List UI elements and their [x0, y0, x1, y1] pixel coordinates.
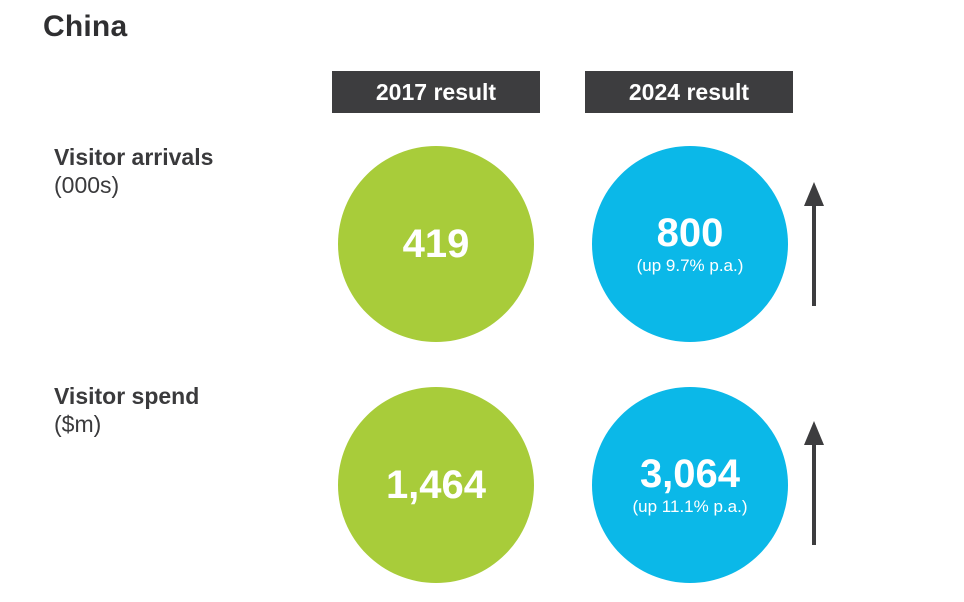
arrow-up-icon: [804, 421, 824, 545]
header-2017-result: 2017 result: [332, 71, 540, 113]
header-2024-result: 2024 result: [585, 71, 793, 113]
value-arrivals-2017: 419: [402, 222, 470, 266]
growth-spend-2024: (up 11.1% p.a.): [632, 497, 748, 516]
row-label-title: Visitor spend: [54, 383, 200, 409]
circle-arrivals-2024: 800 (up 9.7% p.a.): [592, 146, 788, 342]
row-label-unit: (000s): [54, 172, 120, 198]
circle-spend-2024: 3,064 (up 11.1% p.a.): [592, 387, 788, 583]
growth-arrivals-2024: (up 9.7% p.a.): [636, 256, 744, 275]
value-spend-2017: 1,464: [385, 463, 487, 507]
page-title: China: [43, 10, 128, 43]
row-label-unit: ($m): [54, 411, 102, 437]
row-label-visitor-spend: Visitor spend ($m): [54, 382, 199, 438]
circle-spend-2017: 1,464: [338, 387, 534, 583]
circle-arrivals-2017: 419: [338, 146, 534, 342]
value-arrivals-2024: 800: [656, 211, 724, 255]
row-label-title: Visitor arrivals: [54, 144, 214, 170]
value-spend-2024: 3,064: [639, 452, 741, 496]
arrow-up-icon: [804, 182, 824, 306]
row-label-visitor-arrivals: Visitor arrivals (000s): [54, 143, 213, 199]
